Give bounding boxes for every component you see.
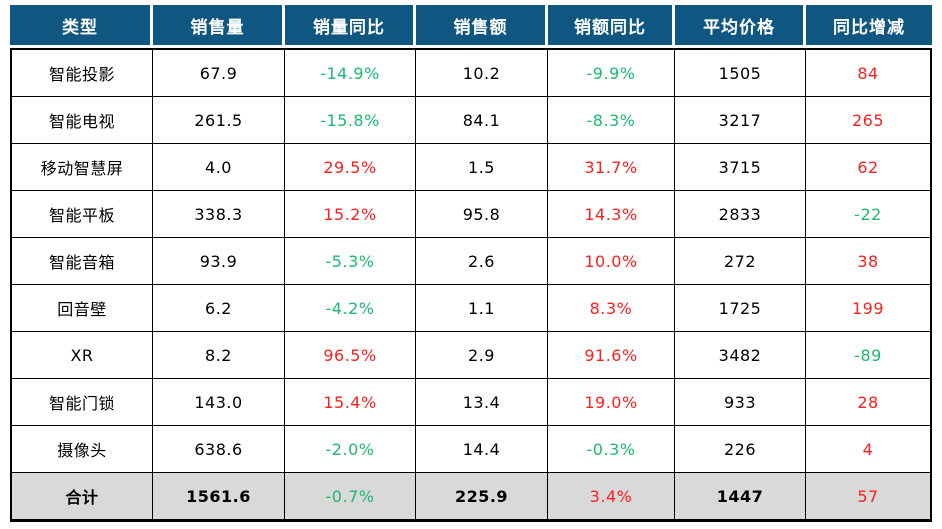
value-cell[interactable]: 14.3% xyxy=(548,191,675,238)
sales-statistics-table: 类型 销售量 销量同比 销售额 销额同比 平均价格 同比增减 智能投影 67.9 -14.9% 10… xyxy=(10,5,932,522)
value-cell[interactable]: 19.0% xyxy=(548,379,675,426)
value-cell[interactable]: 91.6% xyxy=(548,332,675,379)
value-cell[interactable]: -14.9% xyxy=(285,48,416,97)
value-cell[interactable]: 199 xyxy=(806,285,932,332)
value-cell[interactable]: 261.5 xyxy=(153,97,285,144)
value-cell[interactable]: 3.4% xyxy=(548,473,675,522)
column-header[interactable]: 销额同比 xyxy=(548,5,675,48)
value-cell[interactable]: -0.7% xyxy=(285,473,416,522)
value-cell[interactable]: 265 xyxy=(806,97,932,144)
value-cell[interactable]: -5.3% xyxy=(285,238,416,285)
value-cell[interactable]: 84.1 xyxy=(416,97,548,144)
value-cell[interactable]: 338.3 xyxy=(153,191,285,238)
category-cell[interactable]: 摄像头 xyxy=(10,426,153,473)
value-cell[interactable]: 3217 xyxy=(675,97,806,144)
value-cell[interactable]: 57 xyxy=(806,473,932,522)
value-cell[interactable]: 31.7% xyxy=(548,144,675,191)
value-cell[interactable]: 29.5% xyxy=(285,144,416,191)
value-cell[interactable]: 143.0 xyxy=(153,379,285,426)
value-cell[interactable]: 638.6 xyxy=(153,426,285,473)
value-cell[interactable]: 1.5 xyxy=(416,144,548,191)
value-cell[interactable]: 6.2 xyxy=(153,285,285,332)
column-header[interactable]: 类型 xyxy=(10,5,153,48)
table-grid: 类型 销售量 销量同比 销售额 销额同比 平均价格 同比增减 智能投影 67.9 -14.9% 10… xyxy=(10,5,932,522)
value-cell[interactable]: 10.2 xyxy=(416,48,548,97)
value-cell[interactable]: 1.1 xyxy=(416,285,548,332)
value-cell[interactable]: 84 xyxy=(806,48,932,97)
value-cell[interactable]: 8.2 xyxy=(153,332,285,379)
value-cell[interactable]: 1505 xyxy=(675,48,806,97)
value-cell[interactable]: 4 xyxy=(806,426,932,473)
value-cell[interactable]: 8.3% xyxy=(548,285,675,332)
value-cell[interactable]: 28 xyxy=(806,379,932,426)
category-cell[interactable]: 移动智慧屏 xyxy=(10,144,153,191)
value-cell[interactable]: -15.8% xyxy=(285,97,416,144)
value-cell[interactable]: 225.9 xyxy=(416,473,548,522)
category-cell[interactable]: 智能门锁 xyxy=(10,379,153,426)
value-cell[interactable]: 14.4 xyxy=(416,426,548,473)
category-cell[interactable]: 智能电视 xyxy=(10,97,153,144)
value-cell[interactable]: -8.3% xyxy=(548,97,675,144)
value-cell[interactable]: 15.2% xyxy=(285,191,416,238)
column-header[interactable]: 销售量 xyxy=(153,5,285,48)
value-cell[interactable]: -2.0% xyxy=(285,426,416,473)
value-cell[interactable]: 95.8 xyxy=(416,191,548,238)
category-cell[interactable]: 智能投影 xyxy=(10,48,153,97)
category-cell[interactable]: 智能音箱 xyxy=(10,238,153,285)
value-cell[interactable]: 10.0% xyxy=(548,238,675,285)
value-cell[interactable]: 2833 xyxy=(675,191,806,238)
value-cell[interactable]: 93.9 xyxy=(153,238,285,285)
value-cell[interactable]: 13.4 xyxy=(416,379,548,426)
value-cell[interactable]: -0.3% xyxy=(548,426,675,473)
value-cell[interactable]: 272 xyxy=(675,238,806,285)
value-cell[interactable]: -89 xyxy=(806,332,932,379)
column-header[interactable]: 平均价格 xyxy=(675,5,806,48)
value-cell[interactable]: 1725 xyxy=(675,285,806,332)
value-cell[interactable]: -9.9% xyxy=(548,48,675,97)
category-cell[interactable]: 智能平板 xyxy=(10,191,153,238)
column-header[interactable]: 销售额 xyxy=(416,5,548,48)
value-cell[interactable]: 933 xyxy=(675,379,806,426)
category-cell[interactable]: 回音壁 xyxy=(10,285,153,332)
category-cell[interactable]: XR xyxy=(10,332,153,379)
value-cell[interactable]: 2.6 xyxy=(416,238,548,285)
value-cell[interactable]: -22 xyxy=(806,191,932,238)
value-cell[interactable]: 2.9 xyxy=(416,332,548,379)
column-header[interactable]: 同比增减 xyxy=(806,5,932,48)
value-cell[interactable]: 3715 xyxy=(675,144,806,191)
value-cell[interactable]: 4.0 xyxy=(153,144,285,191)
column-header[interactable]: 销量同比 xyxy=(285,5,416,48)
value-cell[interactable]: 1561.6 xyxy=(153,473,285,522)
value-cell[interactable]: 3482 xyxy=(675,332,806,379)
value-cell[interactable]: 67.9 xyxy=(153,48,285,97)
value-cell[interactable]: 15.4% xyxy=(285,379,416,426)
value-cell[interactable]: 62 xyxy=(806,144,932,191)
value-cell[interactable]: 96.5% xyxy=(285,332,416,379)
category-cell[interactable]: 合计 xyxy=(10,473,153,522)
value-cell[interactable]: 1447 xyxy=(675,473,806,522)
value-cell[interactable]: -4.2% xyxy=(285,285,416,332)
value-cell[interactable]: 38 xyxy=(806,238,932,285)
value-cell[interactable]: 226 xyxy=(675,426,806,473)
